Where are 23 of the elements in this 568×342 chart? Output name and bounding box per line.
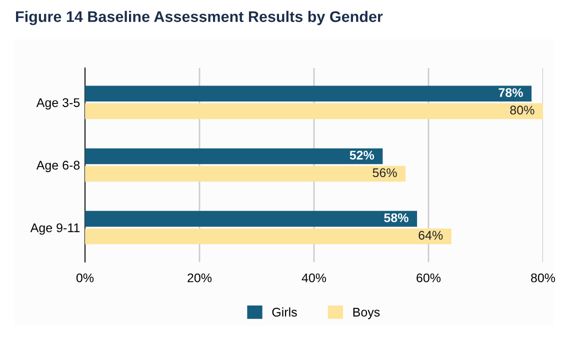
bar — [85, 86, 532, 102]
bar — [85, 103, 543, 120]
text: 78% — [498, 88, 523, 98]
text: 58% — [384, 213, 408, 222]
y-tick-label: Age 3-5 — [36, 98, 80, 110]
bar — [85, 166, 406, 182]
x-tick-label: 0% — [76, 273, 94, 282]
x-tick-label: 40% — [302, 273, 326, 282]
bar — [85, 228, 452, 244]
text: 80% — [510, 106, 534, 115]
legend-label: Boys — [353, 308, 380, 320]
chart-title: Figure 14 Baseline Assessment Results by Gender — [16, 10, 383, 26]
text: 64% — [418, 230, 443, 240]
text: 52% — [350, 150, 374, 160]
x-tick-label: 60% — [416, 273, 441, 282]
y-tick-label: Age 9-11 — [30, 223, 80, 235]
text: 56% — [372, 168, 397, 178]
bar — [85, 148, 383, 164]
x-tick-label: 20% — [188, 273, 212, 282]
bar — [85, 210, 418, 227]
legend-label: Girls — [272, 307, 297, 317]
x-tick-label: 80% — [531, 273, 556, 282]
y-tick-label: Age 6-8 — [36, 160, 80, 172]
